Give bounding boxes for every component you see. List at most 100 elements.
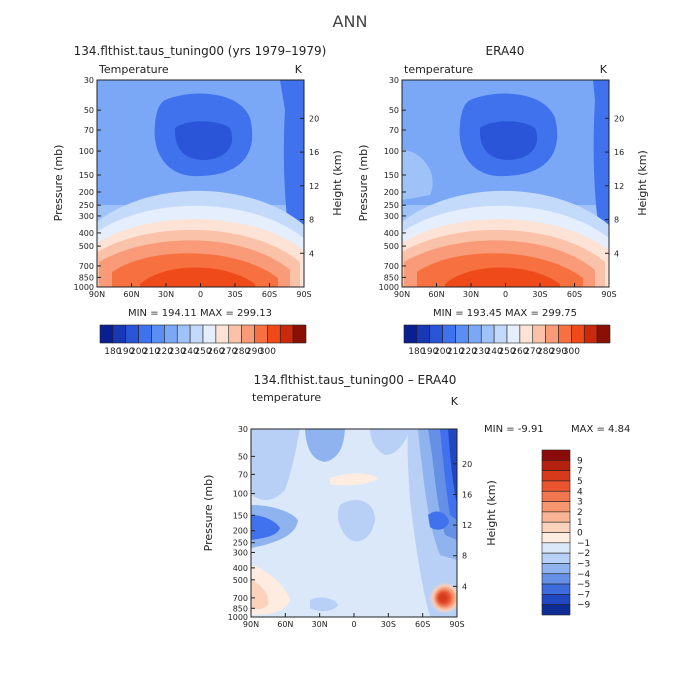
panel-reference-unit: K [600, 63, 608, 76]
panel-reference-xtick-label: 60S [567, 290, 582, 299]
panel-model-colorbar-label: 260 [207, 347, 224, 357]
panel-reference-colorbar-label: 260 [511, 347, 528, 357]
panel-model-colorbar-box [254, 324, 268, 344]
panel-difference-height-tick-label: 20 [462, 460, 472, 469]
panel-model-ytick-label: 300 [79, 212, 94, 221]
field-contour-warm-hotspot [431, 584, 457, 612]
field-contour-tropical-light-patch [402, 150, 433, 200]
panel-difference-xtick-label: 30N [312, 620, 328, 629]
panel-model-colorbar-label: 280 [233, 347, 250, 357]
panel-reference-ytick-label: 300 [384, 212, 399, 221]
panel-model-variable-label: Temperature [98, 63, 169, 76]
panel-model-height-tick-label: 8 [309, 216, 314, 225]
panel-model-colorbar-label: 290 [246, 347, 263, 357]
panel-difference-colorbar-box [541, 542, 571, 554]
panel-model-colorbar-label: 220 [156, 347, 173, 357]
panel-reference-variable-label: temperature [404, 63, 473, 76]
panel-difference-colorbar-box [541, 501, 571, 513]
panel-difference-colorbar-box [541, 480, 571, 492]
panel-reference-ytick-label: 400 [384, 229, 399, 238]
panel-model-colorbar-label: 180 [104, 347, 121, 357]
panel-model-colorbar-label: 250 [194, 347, 211, 357]
panel-difference-colorbar-box [541, 594, 571, 605]
panel-difference-ytick-label: 850 [233, 604, 248, 613]
panel-model-colorbar-box [292, 324, 307, 344]
panel-difference-field [251, 429, 457, 617]
panel-model-ylabel-right: Height (km) [331, 150, 344, 216]
panel-model-colorbar-label: 240 [182, 347, 199, 357]
panel-model-xtick-label: 30N [158, 290, 174, 299]
panel-reference-xtick-label: 60N [428, 290, 444, 299]
panel-reference-colorbar-label: 180 [408, 347, 425, 357]
panel-reference-colorbar-box [429, 324, 443, 344]
panel-model-unit: K [295, 63, 303, 76]
panel-difference-colorbar-box [541, 563, 571, 575]
panel-difference-ytick-label: 70 [238, 470, 248, 479]
field-contour-blue-knot [428, 511, 449, 530]
panel-reference-height-tick-label: 16 [614, 148, 624, 157]
panel-reference-colorbar-box [442, 324, 456, 344]
panel-reference-ytick-label: 50 [389, 106, 399, 115]
panel-reference-colorbar-box [468, 324, 482, 344]
panel-difference-colorbar-label: −1 [577, 539, 590, 549]
panel-reference-colorbar-label: 230 [473, 347, 490, 357]
panel-reference-ytick-label: 30 [389, 76, 399, 85]
panel-difference-colorbar-label: 9 [577, 456, 583, 466]
panel-reference-colorbar-label: 270 [524, 347, 541, 357]
panel-model-ytick-label: 400 [79, 229, 94, 238]
panel-reference-colorbar-box [558, 324, 572, 344]
field-contour-upper-left [251, 429, 300, 500]
panel-difference-height-tick-label: 16 [462, 490, 472, 499]
panel-difference-xtick-label: 60N [277, 620, 293, 629]
panel-difference-colorbar-label: 1 [577, 518, 583, 528]
panel-difference-ytick-label: 500 [233, 576, 248, 585]
panel-model-colorbar-label: 190 [117, 347, 134, 357]
panel-model-colorbar-box [267, 324, 281, 344]
panel-model-ytick-label: 250 [79, 201, 94, 210]
panel-model-xtick-label: 0 [198, 290, 203, 299]
panel-model-colorbar-box [279, 324, 294, 344]
panel-difference-colorbar-box [541, 583, 571, 595]
panel-reference-ytick-label: 70 [389, 126, 399, 135]
panel-difference-height-tick-label: 4 [462, 582, 467, 591]
panel-difference-colorbar-label: −9 [577, 601, 591, 611]
panel-reference-stats: MIN = 193.45 MAX = 299.75 [433, 308, 577, 319]
panel-difference-variable-label: temperature [252, 391, 321, 404]
panel-reference-xtick-label: 30N [463, 290, 479, 299]
panel-difference-ytick-label: 30 [238, 425, 248, 434]
panel-reference-colorbar-label: 280 [537, 347, 554, 357]
panel-model-colorbar-box [151, 324, 165, 344]
panel-model-colorbar-label: 230 [169, 347, 186, 357]
panel-model-height-tick-label: 20 [309, 114, 319, 123]
panel-model-colorbar-box [99, 324, 114, 344]
panel-model-colorbar-box [202, 324, 217, 344]
panel-difference-ytick-label: 300 [233, 548, 248, 557]
panel-difference-stats-max: MAX = 4.84 [571, 424, 630, 435]
panel-difference-xtick-label: 90S [449, 620, 464, 629]
panel-model-ytick-label: 500 [79, 242, 94, 251]
panel-model-xtick-label: 60S [262, 290, 277, 299]
field-contour-warm-patch-left-2 [251, 580, 269, 610]
field-contour-polar-strip [280, 80, 304, 250]
panel-model-ytick-label: 150 [79, 171, 94, 180]
panel-difference-ytick-label: 150 [233, 511, 248, 520]
panel-reference-colorbar-box [455, 324, 469, 344]
panel-reference-colorbar-label: 290 [550, 347, 567, 357]
panel-reference-colorbar-box [532, 324, 546, 344]
panel-model-ytick-label: 700 [79, 262, 94, 271]
panel-difference-unit: K [451, 395, 459, 408]
panel-reference-colorbar-label: 240 [486, 347, 503, 357]
panel-difference-colorbar-box [541, 460, 571, 471]
field-contour-upper-mid [305, 429, 345, 462]
panel-difference-colorbar-label: −5 [577, 580, 590, 590]
panel-difference-title: 134.flthist.taus_tuning00 – ERA40 [254, 373, 457, 387]
panel-reference-colorbar-label: 210 [447, 347, 464, 357]
panel-model-ytick-label: 100 [79, 147, 94, 156]
panel-difference: 134.flthist.taus_tuning00 – ERA40 temper… [202, 373, 630, 629]
panel-reference-ytick-label: 200 [384, 188, 399, 197]
panel-reference-ytick-label: 500 [384, 242, 399, 251]
panel-model-colorbar-box [176, 324, 191, 344]
